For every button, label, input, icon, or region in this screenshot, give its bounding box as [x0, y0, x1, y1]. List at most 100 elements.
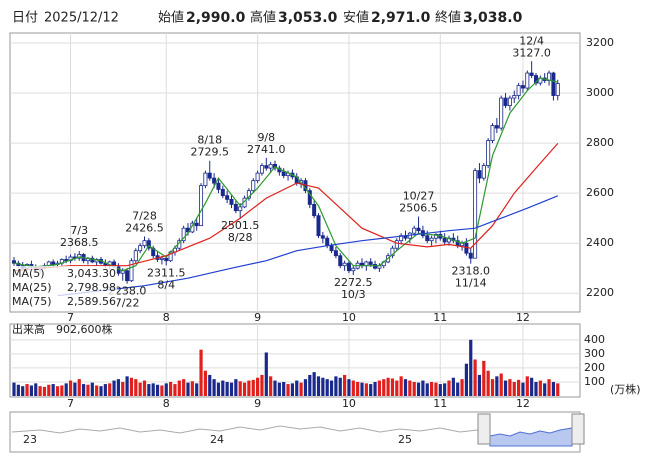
header-value: 3,053.0 — [278, 10, 338, 26]
candle-body — [373, 264, 378, 269]
candle-body — [307, 190, 312, 205]
legend-value: 3,043.30 — [67, 267, 116, 280]
volume-bar — [508, 379, 512, 396]
volume-bar — [477, 374, 482, 396]
annotation-date: 7/28 — [132, 210, 157, 223]
header-label: 始値 — [158, 10, 184, 26]
legend-value: 2,589.56 — [67, 295, 116, 308]
navigator-label: 25 — [398, 433, 412, 446]
header-value: 2,971.0 — [371, 10, 431, 26]
volume-bar — [460, 379, 464, 396]
candle-body — [194, 222, 199, 227]
candle-body — [220, 188, 225, 197]
annotation-date: 9/8 — [257, 131, 275, 144]
volume-bar — [469, 339, 473, 396]
candle-body — [181, 227, 186, 242]
candle-body — [412, 227, 417, 234]
annotation-price: 2729.5 — [191, 146, 230, 159]
volume-bar — [147, 384, 151, 396]
volume-bar — [38, 386, 42, 396]
volume-bar — [229, 382, 234, 396]
header-label: 終値 — [435, 10, 461, 26]
navigator-left-handle[interactable] — [477, 413, 491, 445]
volume-bar — [142, 380, 147, 396]
volume-bar — [138, 382, 142, 396]
volume-bar — [443, 383, 447, 396]
volume-bar — [517, 379, 521, 396]
volume-bar — [521, 382, 525, 396]
annotation-date: 7/3 — [70, 224, 88, 237]
volume-bar — [129, 377, 134, 396]
volume-bar — [264, 352, 268, 396]
candle-body — [494, 125, 499, 129]
volume-bar — [343, 374, 347, 396]
candle-body — [259, 165, 264, 174]
annotation-date: 8/28 — [228, 231, 253, 244]
volume-bar — [416, 382, 421, 396]
annotation-price: 2238.0 — [108, 285, 147, 298]
volume-bar — [86, 384, 90, 396]
volume-bar — [155, 384, 160, 396]
navigator-right-handle[interactable] — [571, 413, 585, 445]
volume-bar — [269, 376, 273, 396]
volume-bar — [364, 383, 368, 396]
volume-bar — [538, 380, 542, 396]
volume-bar — [225, 381, 229, 396]
volume-bar — [186, 382, 190, 396]
volume-bar — [403, 379, 408, 396]
candle-body — [468, 252, 473, 259]
volume-bar — [12, 382, 16, 396]
volume-bar — [347, 379, 351, 396]
date-label: 日付 — [12, 11, 38, 26]
volume-bar — [29, 385, 33, 396]
annotation-date: 8/18 — [197, 134, 222, 147]
volume-bar — [395, 380, 399, 396]
volume-bar — [234, 379, 238, 396]
candle-body — [490, 125, 495, 141]
volume-bar — [325, 379, 329, 396]
legend-name: MA(75) — [12, 295, 52, 308]
volume-bar — [47, 384, 51, 396]
volume-bar — [16, 384, 20, 396]
candle-body — [338, 255, 343, 267]
candle-body — [486, 140, 491, 167]
volume-bar — [473, 359, 477, 396]
volume-bar — [64, 383, 68, 396]
candle-body — [129, 260, 134, 282]
volume-bar — [308, 374, 312, 396]
y-tick-label: 100 — [584, 375, 605, 388]
candle-body — [138, 245, 143, 252]
candle-body — [425, 235, 430, 242]
candle-body — [320, 235, 325, 239]
x-tick-label: 11 — [433, 311, 447, 324]
candle-body — [507, 97, 512, 106]
y-tick-label: 400 — [584, 333, 605, 346]
candle-body — [433, 234, 438, 239]
header-label: 安値 — [343, 10, 369, 26]
volume-bar — [534, 381, 538, 396]
volume-bar — [160, 385, 164, 396]
volume-bar — [77, 379, 81, 396]
header-value: 3,038.0 — [463, 10, 523, 26]
volume-bar — [382, 379, 386, 396]
volume-bar — [377, 380, 381, 396]
volume-bar — [199, 349, 203, 396]
date: 2025/12/12 — [44, 11, 119, 26]
y-tick-label: 300 — [584, 347, 605, 360]
y-tick-label: 2200 — [586, 286, 614, 299]
volume-bar — [556, 383, 560, 396]
candle-body — [51, 261, 56, 265]
navigator-selection — [489, 427, 573, 447]
volume-bar — [60, 385, 64, 396]
volume-bar — [190, 381, 194, 396]
header-label: 高値 — [250, 10, 276, 26]
y-tick-label: 2600 — [586, 186, 614, 199]
candle-body — [520, 85, 525, 89]
volume-bar — [277, 382, 281, 396]
header-value: 2,990.0 — [186, 10, 246, 26]
annotation-price: 2741.0 — [247, 143, 286, 156]
volume-bar — [316, 376, 321, 396]
annotation-date: 11/14 — [455, 277, 487, 290]
candle-body — [499, 97, 504, 129]
